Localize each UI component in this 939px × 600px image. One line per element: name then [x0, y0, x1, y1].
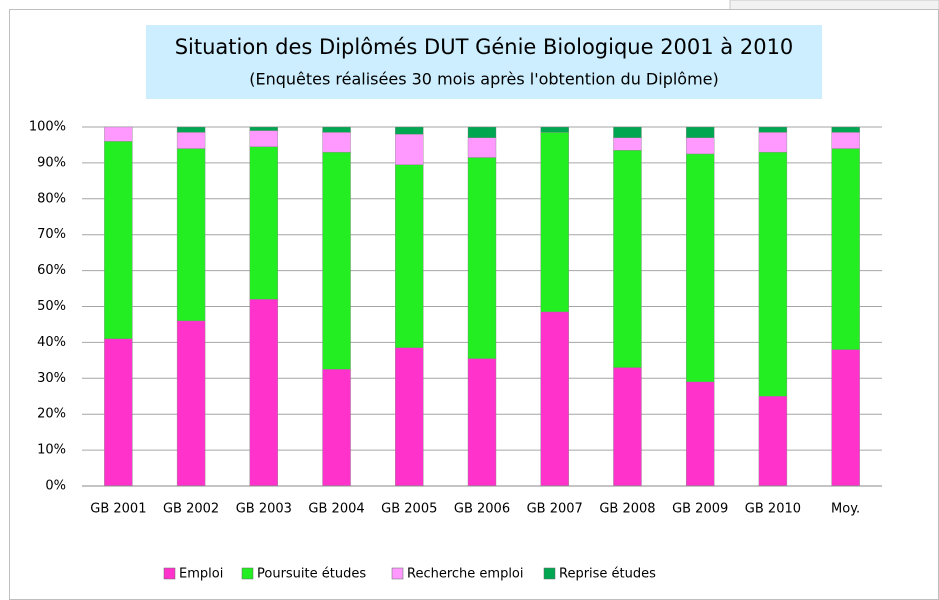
bar-segment [249, 146, 279, 300]
bar-segment [758, 151, 788, 397]
bar-segment [176, 148, 206, 322]
bar-segment [831, 126, 860, 133]
x-tick-label: GB 2004 [308, 502, 364, 517]
x-tick-label: GB 2007 [527, 502, 583, 517]
bar-segment [322, 132, 351, 153]
bar-segment [249, 126, 279, 131]
x-tick-label: GB 2006 [454, 502, 510, 517]
legend-label: Emploi [179, 567, 223, 582]
bar-segment [467, 126, 497, 138]
x-tick-label: GB 2001 [90, 502, 146, 517]
bar-segment [176, 320, 206, 487]
y-tick-label: 10% [37, 443, 66, 458]
bar-segment [758, 132, 788, 153]
bar-segment [540, 126, 569, 133]
y-tick-label: 90% [37, 155, 66, 170]
bar-segment [467, 358, 497, 487]
legend-label: Poursuite études [257, 567, 366, 582]
bar-segment [685, 137, 715, 155]
bar-segment [322, 151, 351, 370]
bar-segment [395, 126, 424, 135]
bar-segment [685, 381, 715, 487]
bar-segment [176, 132, 206, 149]
y-tick-label: 60% [37, 263, 66, 278]
x-tick-label: GB 2009 [672, 502, 728, 517]
bar-segment [176, 126, 206, 133]
bar-segment [104, 126, 133, 142]
y-tick-label: 70% [37, 227, 66, 242]
bar-segment [613, 126, 642, 138]
bar-segment [395, 133, 424, 165]
x-tick-label: Moy. [831, 502, 860, 517]
x-tick-label: GB 2005 [381, 502, 437, 517]
bar-segment [467, 157, 497, 359]
bar-segment [831, 148, 860, 350]
legend-swatch [241, 567, 254, 580]
x-tick-label: GB 2010 [745, 502, 801, 517]
legend-swatch [391, 567, 404, 580]
bar-segment [758, 126, 788, 133]
bar-segment [831, 349, 860, 487]
bar-segment [395, 347, 424, 487]
legend-swatch [543, 567, 556, 580]
bar-segment [613, 137, 642, 151]
y-tick-label: 20% [37, 407, 66, 422]
bar-segment [613, 367, 642, 487]
bar-segment [104, 338, 133, 487]
bar-segment [685, 126, 715, 138]
x-tick-label: GB 2002 [163, 502, 219, 517]
title-box [146, 25, 822, 99]
chart-title: Situation des Diplômés DUT Génie Biologi… [175, 35, 794, 59]
y-tick-label: 100% [29, 120, 66, 135]
bar-segment [249, 299, 279, 487]
bar-segment [104, 141, 133, 340]
y-tick-label: 50% [37, 299, 66, 314]
bar-segment [395, 164, 424, 348]
bar-segment [831, 132, 860, 149]
y-tick-label: 0% [45, 479, 66, 494]
bar-segment [540, 132, 569, 313]
bar-segment [249, 130, 279, 147]
chart-subtitle: (Enquêtes réalisées 30 mois après l'obte… [249, 70, 719, 89]
x-tick-label: GB 2003 [236, 502, 292, 517]
y-tick-label: 40% [37, 335, 66, 350]
x-tick-label: GB 2008 [599, 502, 655, 517]
bar-segment [613, 150, 642, 368]
y-tick-label: 30% [37, 371, 66, 386]
legend-label: Reprise études [559, 567, 656, 582]
bar-segment [685, 153, 715, 383]
bar-segment [758, 396, 788, 487]
bar-segment [322, 126, 351, 133]
bar-segment [467, 137, 497, 158]
bar-segment [540, 311, 569, 487]
bar-segment [322, 369, 351, 487]
legend-label: Recherche emploi [407, 567, 524, 582]
y-tick-label: 80% [37, 191, 66, 206]
legend-swatch [163, 567, 176, 580]
